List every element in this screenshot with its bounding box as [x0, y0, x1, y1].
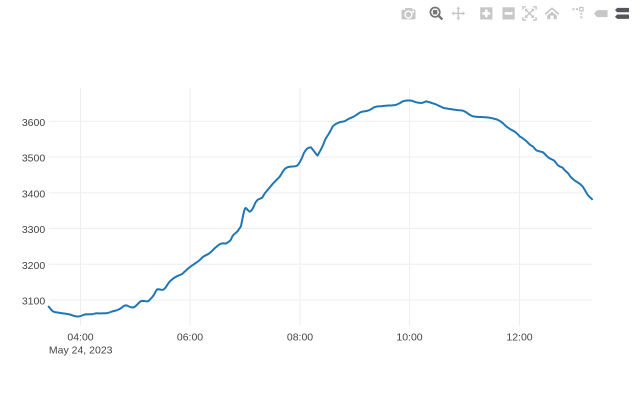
svg-text:May 24, 2023: May 24, 2023 — [49, 344, 113, 356]
svg-text:3100: 3100 — [22, 296, 46, 308]
svg-text:3600: 3600 — [22, 117, 46, 129]
svg-text:04:00: 04:00 — [67, 332, 93, 344]
svg-text:12:00: 12:00 — [506, 332, 532, 344]
svg-text:10:00: 10:00 — [396, 332, 422, 344]
svg-text:08:00: 08:00 — [287, 332, 313, 344]
svg-text:3300: 3300 — [22, 224, 46, 236]
svg-text:3400: 3400 — [22, 188, 46, 200]
svg-text:3200: 3200 — [22, 260, 46, 272]
svg-text:06:00: 06:00 — [177, 332, 203, 344]
svg-text:3500: 3500 — [22, 153, 46, 165]
